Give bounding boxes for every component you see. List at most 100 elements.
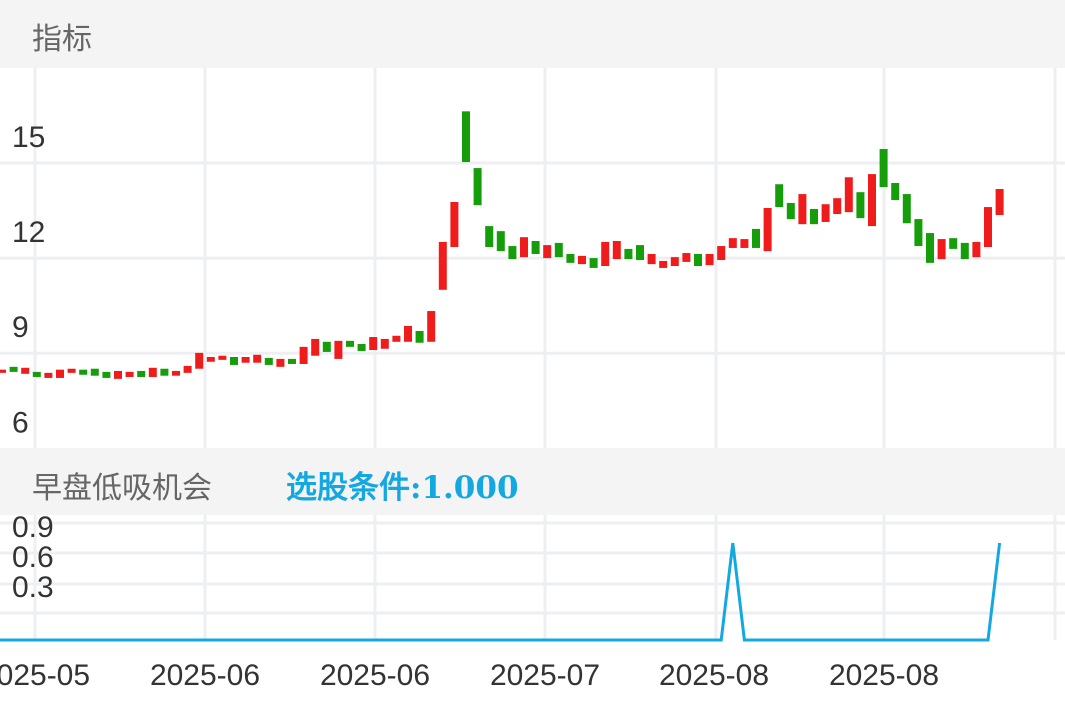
signal-series	[0, 542, 1002, 642]
candle-up	[427, 311, 436, 342]
candle-down	[496, 231, 505, 252]
grid-lines	[0, 68, 1065, 640]
candle-up	[740, 239, 749, 248]
candle-down	[926, 233, 934, 263]
candle-up	[844, 177, 853, 213]
candle-up	[972, 241, 981, 258]
candle-up	[612, 240, 621, 260]
candle-up	[578, 255, 586, 265]
y-tick-label: 15	[12, 121, 45, 154]
x-tick-label: 2025-05	[0, 659, 90, 692]
candle-down	[79, 369, 88, 375]
candle-down	[288, 358, 296, 364]
x-tick-label: 2025-08	[659, 659, 769, 692]
indicator-panel-title: 早盘低吸机会	[32, 471, 212, 506]
candle-up	[984, 207, 992, 248]
candle-up	[0, 369, 6, 373]
candle-down	[636, 245, 644, 261]
candle-down	[322, 341, 331, 352]
candle-up	[380, 338, 389, 349]
signal-line	[0, 542, 1002, 642]
candle-up	[172, 370, 180, 376]
condition-value-label: 选股条件:1.000	[286, 470, 519, 506]
x-tick-label: 2025-07	[490, 659, 600, 692]
candle-up	[798, 194, 807, 225]
candle-down	[160, 368, 169, 376]
candle-down	[810, 208, 818, 225]
candle-up	[67, 368, 76, 373]
candle-up	[299, 346, 308, 364]
candle-up	[601, 241, 610, 267]
candle-up	[543, 245, 552, 259]
candle-down	[752, 228, 760, 248]
candle-up	[148, 367, 157, 377]
candle-down	[624, 248, 633, 260]
candle-up	[763, 208, 772, 252]
candle-down	[960, 242, 969, 260]
candle-down	[264, 357, 273, 365]
candle-down	[531, 240, 540, 254]
candle-down	[473, 168, 482, 206]
candle-down	[230, 357, 238, 365]
candlestick-series	[0, 111, 1004, 379]
indicator-y-axis: 0.90.60.3	[12, 511, 54, 604]
candle-up	[114, 370, 122, 379]
candle-up	[311, 338, 320, 356]
candle-up	[868, 174, 876, 227]
candle-up	[821, 204, 830, 222]
candle-down	[90, 368, 99, 376]
main-y-axis: 15 12 9 6	[12, 121, 45, 439]
candle-up	[659, 260, 668, 268]
candle-up	[438, 241, 447, 290]
candle-down	[137, 370, 146, 377]
candle-down	[357, 344, 366, 351]
candle-up	[717, 246, 726, 261]
candle-up	[647, 253, 656, 265]
candle-up	[56, 369, 64, 378]
candle-down	[566, 253, 575, 263]
candle-down	[786, 202, 795, 220]
candle-down	[346, 340, 354, 347]
candle-down	[9, 366, 18, 372]
candle-up	[125, 371, 134, 377]
candle-up	[682, 253, 691, 262]
main-panel-title: 指标	[32, 22, 92, 57]
candle-down	[32, 371, 41, 377]
candle-down	[462, 111, 470, 163]
candle-up	[21, 367, 30, 374]
indicator-panel-header: 早盘低吸机会 选股条件:1.000	[0, 448, 1065, 515]
y-tick-label: 6	[12, 406, 29, 439]
candle-up	[705, 253, 714, 266]
candle-up	[195, 352, 204, 369]
candle-down	[415, 331, 424, 343]
candle-down	[879, 149, 888, 188]
x-axis: 2025-05 2025-06 2025-06 2025-07 2025-08 2025-…	[0, 659, 939, 692]
candle-up	[44, 372, 53, 378]
x-tick-label: 2025-06	[150, 659, 260, 692]
candle-down	[554, 242, 563, 258]
y-tick-label: 12	[12, 216, 45, 249]
candle-up	[183, 365, 192, 373]
candle-down	[694, 253, 702, 267]
candle-up	[206, 357, 215, 362]
candle-up	[276, 358, 285, 367]
candle-up	[728, 238, 737, 248]
y-tick-label: 0.6	[12, 541, 54, 574]
candle-down	[102, 371, 111, 378]
candle-up	[670, 257, 679, 267]
candle-down	[775, 184, 784, 208]
candle-up	[369, 337, 378, 351]
candle-up	[995, 188, 1004, 215]
y-tick-label: 0.9	[12, 511, 54, 544]
candle-up	[450, 201, 459, 248]
x-tick-label: 2025-06	[320, 659, 430, 692]
candle-down	[949, 238, 958, 249]
candle-down	[508, 246, 517, 260]
candle-down	[902, 194, 911, 224]
y-tick-label: 0.3	[12, 571, 54, 604]
candle-up	[833, 198, 842, 215]
candle-down	[856, 192, 865, 219]
candle-down	[914, 219, 923, 247]
candle-up	[392, 335, 401, 342]
